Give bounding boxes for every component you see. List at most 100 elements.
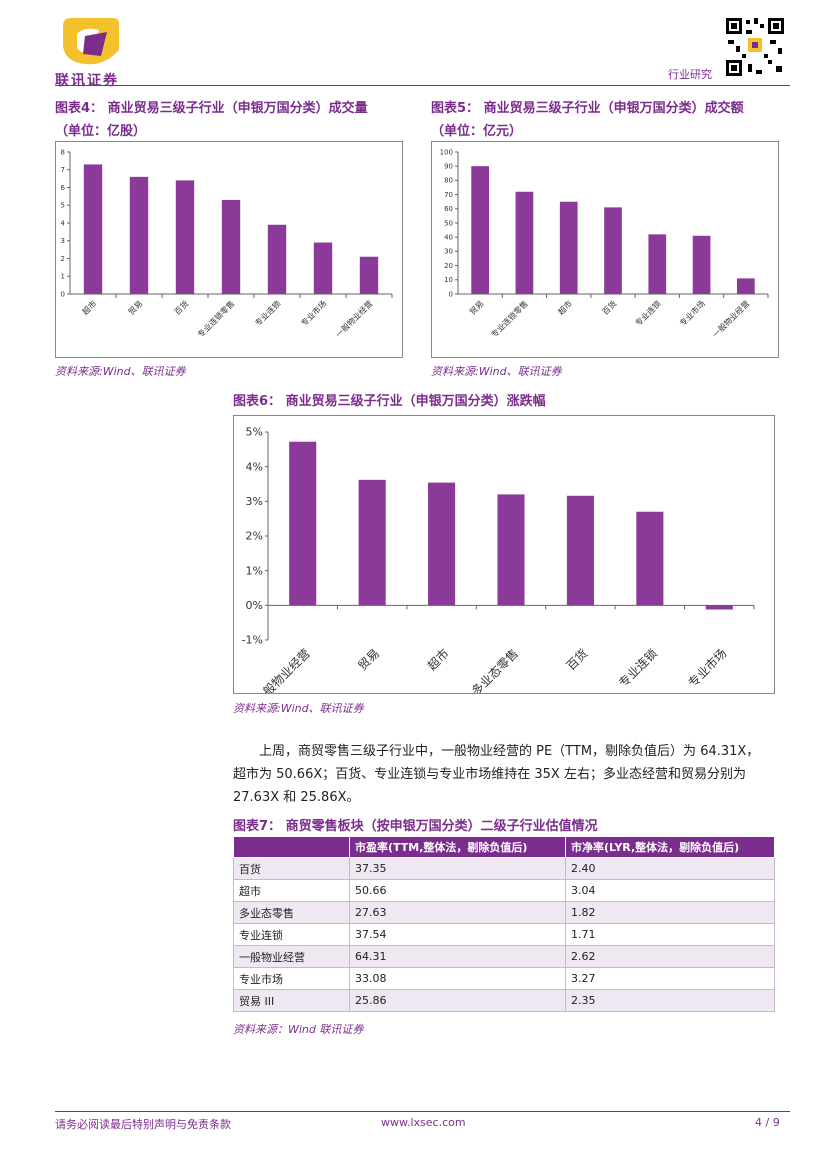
table-row: 百货 37.35 2.40 xyxy=(233,857,775,880)
figure4-chart: 0 1 2 3 4 5 6 7 8 超市 贸易 百货 专业连锁零售 专业连锁 专业市场 一般物业经营 xyxy=(55,141,403,358)
x-category-label: 超市 xyxy=(80,298,98,316)
y-tick-label: 5% xyxy=(246,426,263,439)
table-row: 贸易 III 25.86 2.35 xyxy=(233,989,775,1012)
y-tick-label: 8 xyxy=(61,148,65,156)
table-cell: 37.54 xyxy=(349,923,566,946)
x-category-label: 贸易 xyxy=(126,298,144,316)
bar xyxy=(175,180,195,294)
y-tick-label: 5 xyxy=(61,202,65,210)
y-tick-label: 3 xyxy=(61,237,65,245)
figure4-source: 资料来源:Wind、联讯证券 xyxy=(55,365,186,378)
figure4-title-line1: 图表4： 商业贸易三级子行业（申银万国分类）成交量 xyxy=(55,101,368,116)
x-category-label: 专业连锁零售 xyxy=(195,298,236,339)
y-tick-label: 10 xyxy=(444,276,453,284)
table-cell: 专业市场 xyxy=(233,967,350,990)
header-divider xyxy=(55,85,790,86)
table-cell: 百货 xyxy=(233,857,350,880)
table-cell: 50.66 xyxy=(349,879,566,902)
company-logo: 联讯证券 xyxy=(55,12,130,89)
x-category-label: 贸易 xyxy=(467,298,485,316)
table-cell: 3.27 xyxy=(565,967,775,990)
y-tick-label: 20 xyxy=(444,262,453,270)
figure7-title: 图表7： 商贸零售板块（按申银万国分类）二级子行业估值情况 xyxy=(233,819,598,834)
y-tick-label: 0 xyxy=(61,290,65,298)
body-paragraph: 上周，商贸零售三级子行业中，一般物业经营的 PE（TTM，剔除负值后）为 64.… xyxy=(233,740,793,809)
bar xyxy=(428,482,456,606)
x-category-label: 超市 xyxy=(556,298,574,316)
table-cell: 2.62 xyxy=(565,945,775,968)
y-tick-label: 90 xyxy=(444,163,453,171)
y-tick-label: 60 xyxy=(444,205,453,213)
y-tick-label: 1% xyxy=(246,564,263,577)
bar xyxy=(313,242,333,294)
y-tick-label: 4% xyxy=(246,460,263,473)
bar xyxy=(289,441,317,606)
y-tick-label: 4 xyxy=(61,219,66,227)
bar xyxy=(358,479,386,606)
qr-code xyxy=(724,16,786,78)
bar xyxy=(359,256,379,294)
column-header: 市净率(LYR,整体法，剔除负值后) xyxy=(565,836,775,858)
bar xyxy=(497,494,525,606)
y-tick-label: 40 xyxy=(444,234,453,242)
y-tick-label: 2% xyxy=(246,530,263,543)
paragraph-line2: 超市为 50.66X；百货、专业连锁与专业市场维持在 35X 左右；多业态经营和… xyxy=(233,767,746,782)
figure4-title: 图表4： 商业贸易三级子行业（申银万国分类）成交量 （单位：亿股） xyxy=(55,97,425,143)
bar xyxy=(566,495,594,606)
table-cell: 27.63 xyxy=(349,901,566,924)
table-cell: 一般物业经营 xyxy=(233,945,350,968)
y-tick-label: 0% xyxy=(246,599,263,612)
table-cell: 3.04 xyxy=(565,879,775,902)
bar xyxy=(471,166,489,294)
figure4-title-line2: （单位：亿股） xyxy=(55,124,147,139)
table-cell: 超市 xyxy=(233,879,350,902)
x-category-label: 专业连锁 xyxy=(633,298,663,328)
y-tick-label: 3% xyxy=(246,495,263,508)
table-cell: 2.35 xyxy=(565,989,775,1012)
bar xyxy=(705,605,733,610)
x-category-label: 专业连锁 xyxy=(253,298,283,328)
table-cell: 1.82 xyxy=(565,901,775,924)
y-tick-label: 50 xyxy=(444,219,453,227)
figure4-chart-svg: 0 1 2 3 4 5 6 7 8 超市 贸易 百货 专业连锁零售 专业连锁 专业市场 一般物业经营 xyxy=(61,148,393,339)
bar xyxy=(636,511,664,606)
bar xyxy=(648,234,667,294)
x-category-label: 专业连锁 xyxy=(615,646,660,691)
footer-disclaimer[interactable]: 请务必阅读最后特别声明与免责条款 xyxy=(55,1118,231,1131)
y-tick-label: 0 xyxy=(449,290,453,298)
figure6-chart: -1% 0% 1% 2% 3% 4% 5% 一般物业经营 贸易 超市 多业态零售 百货 专业连锁 专业市场 xyxy=(233,415,775,707)
y-tick-label: 2 xyxy=(61,255,65,263)
table-cell: 1.71 xyxy=(565,923,775,946)
y-tick-label: 7 xyxy=(61,166,65,174)
bar xyxy=(604,207,622,294)
bar xyxy=(221,199,241,294)
figure6-source: 资料来源:Wind、联讯证券 xyxy=(233,702,364,715)
qr-code-icon xyxy=(724,16,786,78)
table-row: 多业态零售 27.63 1.82 xyxy=(233,901,775,924)
figure7-source: 资料来源：Wind 联讯证券 xyxy=(233,1023,364,1036)
y-tick-label: 70 xyxy=(444,191,453,199)
paragraph-line3: 27.63X 和 25.86X。 xyxy=(233,790,360,805)
y-tick-label: -1% xyxy=(242,634,263,647)
bar xyxy=(83,164,103,294)
table-row: 专业市场 33.08 3.27 xyxy=(233,967,775,990)
x-category-label: 专业市场 xyxy=(299,298,329,328)
figure5-title: 图表5： 商业贸易三级子行业（申银万国分类）成交额 （单位：亿元） xyxy=(431,97,801,143)
table-cell: 2.40 xyxy=(565,857,775,880)
table-row: 超市 50.66 3.04 xyxy=(233,879,775,902)
x-category-label: 百货 xyxy=(563,646,591,674)
x-category-label: 一般物业经营 xyxy=(251,646,313,693)
figure5-chart-svg: 0 10 20 30 40 50 60 70 80 90 100 贸易 专业连锁零售 超市 百货 专业连锁 专业… xyxy=(440,148,769,339)
y-tick-label: 100 xyxy=(440,148,453,156)
figure5-title-line1: 图表5： 商业贸易三级子行业（申银万国分类）成交额 xyxy=(431,101,744,116)
table-cell: 多业态零售 xyxy=(233,901,350,924)
footer-website-link[interactable]: www.lxsec.com xyxy=(381,1116,466,1129)
y-tick-label: 6 xyxy=(61,184,66,192)
table-row: 专业连锁 37.54 1.71 xyxy=(233,923,775,946)
table-cell: 33.08 xyxy=(349,967,566,990)
x-category-label: 贸易 xyxy=(355,646,382,673)
table-cell: 贸易 III xyxy=(233,989,350,1012)
bar xyxy=(267,224,287,294)
figure6-title: 图表6： 商业贸易三级子行业（申银万国分类）涨跌幅 xyxy=(233,394,546,409)
column-header xyxy=(233,836,350,858)
